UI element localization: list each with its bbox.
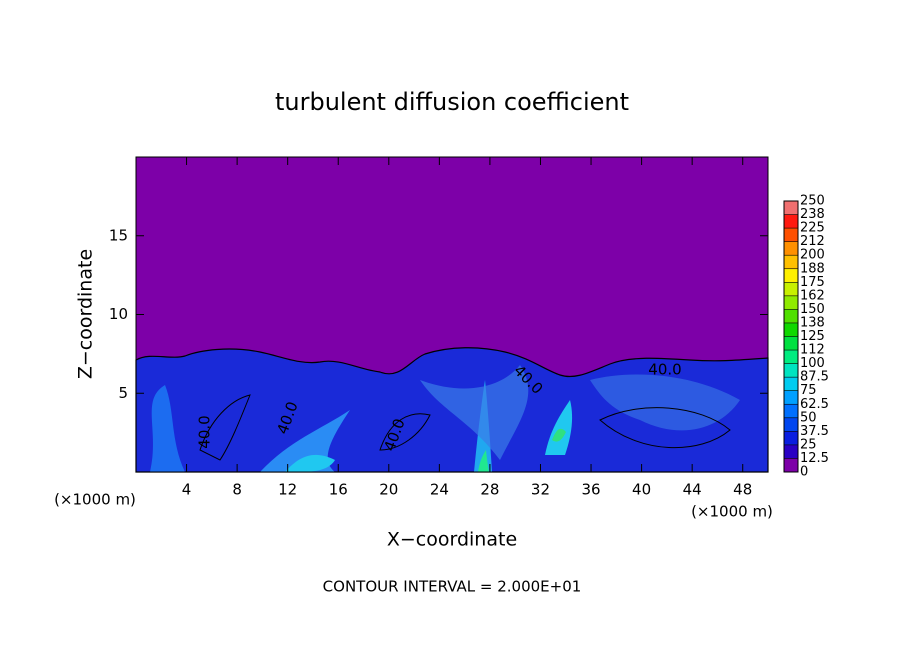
x-tick-label: 12 — [278, 481, 297, 499]
colorbar-label: 50 — [800, 410, 817, 425]
colorbar-label: 87.5 — [800, 370, 829, 385]
colorbar-band — [784, 336, 798, 351]
x-tick-label: 32 — [531, 481, 550, 499]
colorbar-label: 150 — [800, 302, 825, 317]
colorbar-label: 62.5 — [800, 397, 829, 412]
colorbar-band — [784, 241, 798, 256]
colorbar-label: 25 — [800, 437, 817, 452]
colorbar-label: 212 — [800, 234, 825, 249]
colorbar-label: 12.5 — [800, 451, 829, 466]
colorbar-band — [784, 390, 798, 405]
contour-label: 40.0 — [648, 361, 681, 379]
colorbar-label: 225 — [800, 221, 825, 236]
contour-label: 40.0 — [196, 415, 214, 448]
colorbar-band — [784, 458, 798, 472]
field — [135, 347, 769, 473]
y-unit: (×1000 m) — [54, 491, 136, 509]
colorbar-label: 200 — [800, 248, 825, 263]
colorbar-label: 75 — [800, 383, 817, 398]
x-tick-label: 20 — [379, 481, 398, 499]
x-tick-label: 28 — [480, 481, 499, 499]
colorbar-band — [784, 444, 798, 459]
x-tick-label: 24 — [430, 481, 449, 499]
colorbar-band — [784, 214, 798, 229]
x-tick-label: 48 — [733, 481, 752, 499]
colorbar-label: 175 — [800, 275, 825, 290]
y-tick-label: 15 — [109, 226, 128, 244]
chart-title: turbulent diffusion coefficient — [275, 88, 629, 116]
x-axis-label: X−coordinate — [387, 529, 517, 551]
colorbar-label: 125 — [800, 329, 825, 344]
x-tick-label: 4 — [182, 481, 192, 499]
colorbar-label: 0 — [800, 465, 808, 480]
colorbar-band — [784, 350, 798, 364]
colorbar-band — [784, 322, 798, 337]
colorbar-label: 188 — [800, 261, 825, 276]
x-tick-label: 40 — [632, 481, 651, 499]
colorbar-band — [784, 282, 798, 296]
colorbar-band — [784, 201, 798, 215]
colorbar-label: 250 — [800, 194, 825, 209]
colorbar-band — [784, 228, 798, 242]
colorbar-label: 37.5 — [800, 424, 829, 439]
colorbar-band — [784, 377, 798, 391]
x-tick-label: 44 — [683, 481, 702, 499]
colorbar-label: 138 — [800, 315, 825, 330]
colorbar-label: 162 — [800, 288, 825, 303]
colorbar-band — [784, 268, 798, 283]
colorbar-band — [784, 309, 798, 323]
x-tick-label: 16 — [329, 481, 348, 499]
x-unit: (×1000 m) — [691, 503, 773, 521]
colorbar-band — [784, 417, 798, 432]
contour-note: CONTOUR INTERVAL = 2.000E+01 — [323, 578, 582, 596]
y-axis-label: Z−coordinate — [75, 249, 97, 379]
x-tick-label: 8 — [232, 481, 242, 499]
x-tick-label: 36 — [581, 481, 600, 499]
colorbar-band — [784, 295, 798, 310]
colorbar-label: 238 — [800, 207, 825, 222]
y-tick-label: 5 — [118, 384, 128, 402]
colorbar-label: 100 — [800, 356, 825, 371]
colorbar-band — [784, 255, 798, 269]
colorbar-band — [784, 363, 798, 378]
colorbar-band — [784, 431, 798, 445]
colorbar-label: 112 — [800, 343, 825, 358]
colorbar-band — [784, 404, 798, 418]
y-tick-label: 10 — [109, 305, 128, 323]
